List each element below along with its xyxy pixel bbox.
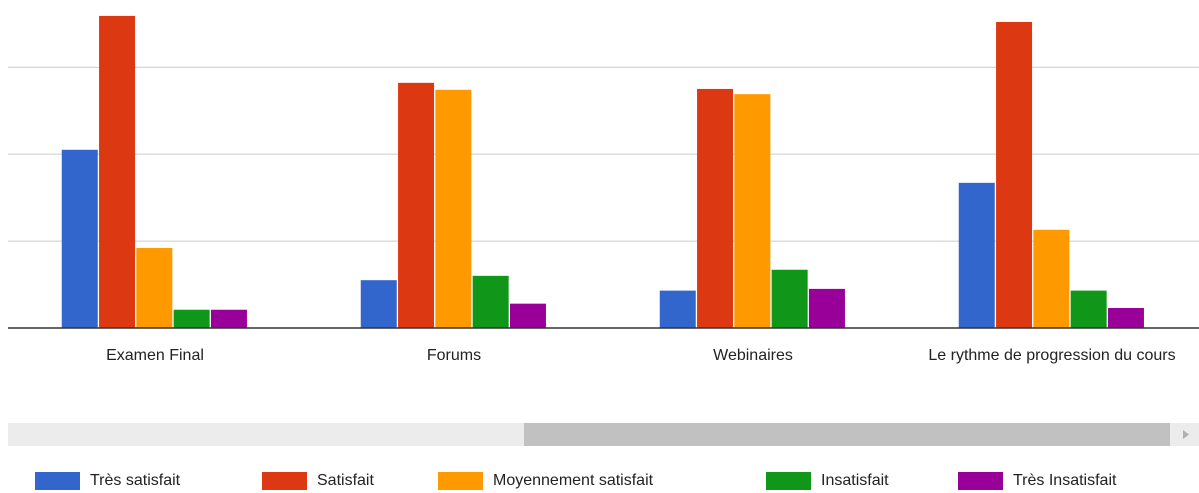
legend-label: Moyennement satisfait [493,472,654,489]
bar [996,21,1033,329]
bar [360,280,397,328]
bar [1107,308,1144,328]
legend-item: Satisfait [262,472,374,490]
legend-label: Très Insatisfait [1013,472,1117,489]
scrollbar-thumb[interactable] [524,423,1170,446]
legend-label: Très satisfait [90,472,181,489]
bar [173,309,210,328]
bar [210,309,247,328]
legend-swatch [262,472,307,490]
legend-label: Satisfait [317,472,374,489]
x-tick-label: Le rythme de progression du cours [928,347,1176,364]
x-tick-label: Webinaires [713,347,793,364]
bar [697,88,734,328]
bar [958,182,995,328]
legend-label: Insatisfait [821,472,889,489]
legend-item: Insatisfait [766,472,889,490]
legend-item: Très satisfait [35,472,180,490]
scroll-arrow[interactable] [1183,430,1189,439]
bar [808,288,845,328]
bar [472,275,509,328]
legend-item: Très Insatisfait [958,472,1116,490]
bar [509,303,546,328]
legend-swatch [438,472,483,490]
legend-swatch [35,472,80,490]
bar [61,149,98,328]
legend-swatch [958,472,1003,490]
bar [136,248,173,328]
bar [435,89,472,328]
bar [659,290,696,328]
legend-swatch [766,472,811,490]
bar [99,15,136,329]
bar [771,269,808,328]
legend-item: Moyennement satisfait [438,472,653,490]
x-tick-label: Forums [426,347,482,364]
x-tick-label: Examen Final [106,347,204,364]
legend: Très satisfait Satisfait Moyennement satis… [0,472,1199,493]
bar [1033,229,1070,328]
bar [398,82,435,329]
bar [734,94,771,329]
bar [1070,290,1107,328]
